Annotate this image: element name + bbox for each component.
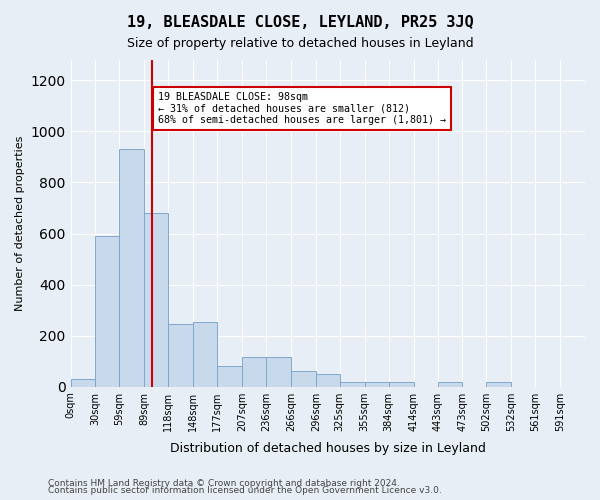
Text: 19, BLEASDALE CLOSE, LEYLAND, PR25 3JQ: 19, BLEASDALE CLOSE, LEYLAND, PR25 3JQ	[127, 15, 473, 30]
Text: Size of property relative to detached houses in Leyland: Size of property relative to detached ho…	[127, 38, 473, 51]
Bar	[193, 322, 217, 386]
Bar	[437, 382, 463, 386]
Bar	[95, 236, 119, 386]
Text: 19 BLEASDALE CLOSE: 98sqm
← 31% of detached houses are smaller (812)
68% of semi: 19 BLEASDALE CLOSE: 98sqm ← 31% of detac…	[158, 92, 446, 125]
Text: Contains public sector information licensed under the Open Government Licence v3: Contains public sector information licen…	[48, 486, 442, 495]
Bar	[389, 382, 413, 386]
Bar	[340, 382, 365, 386]
Bar	[291, 372, 316, 386]
Bar	[316, 374, 340, 386]
Bar	[487, 382, 511, 386]
Y-axis label: Number of detached properties: Number of detached properties	[15, 136, 25, 311]
Bar	[71, 379, 95, 386]
Bar	[217, 366, 242, 386]
Bar	[119, 150, 144, 386]
Bar	[266, 358, 291, 386]
X-axis label: Distribution of detached houses by size in Leyland: Distribution of detached houses by size …	[170, 442, 486, 455]
Bar	[242, 358, 266, 386]
Bar	[365, 382, 389, 386]
Text: Contains HM Land Registry data © Crown copyright and database right 2024.: Contains HM Land Registry data © Crown c…	[48, 478, 400, 488]
Bar	[168, 324, 193, 386]
Bar	[144, 213, 168, 386]
